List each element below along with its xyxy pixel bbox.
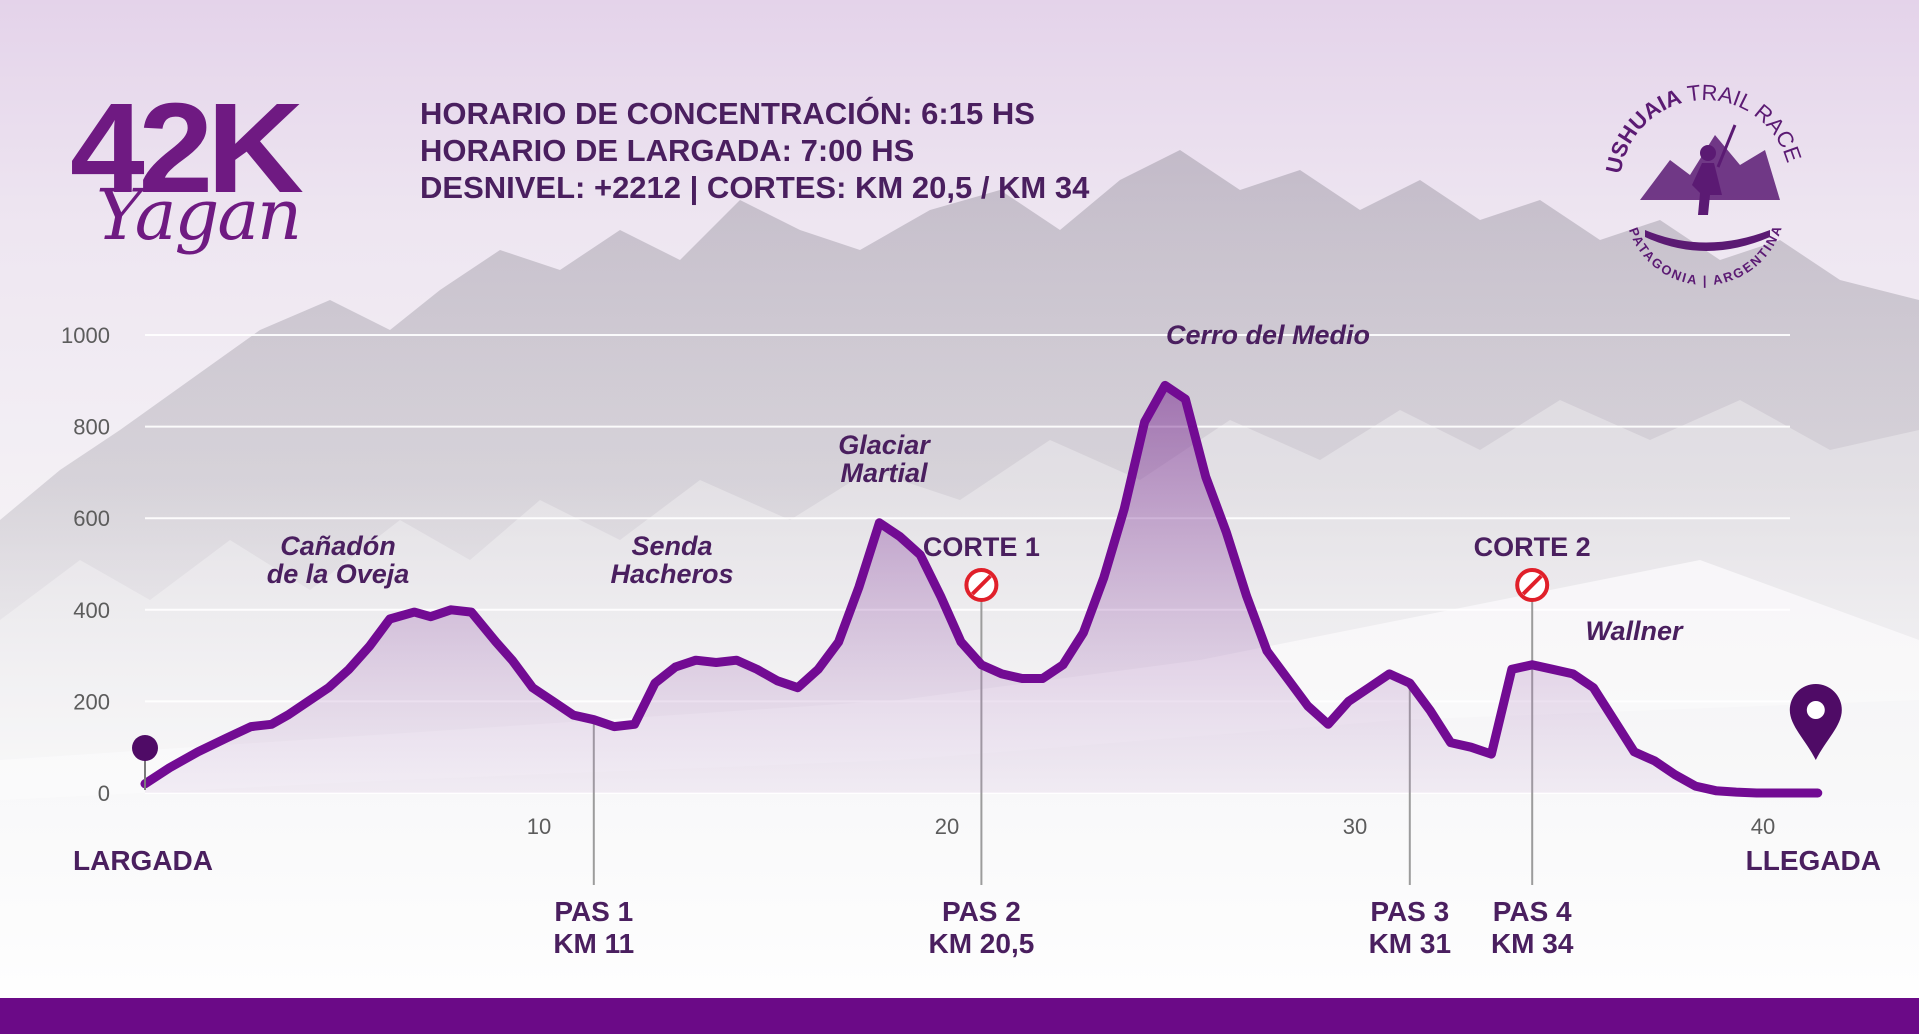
elevation-line [140,380,1823,798]
pass-km-label-2: KM 20,5 [928,928,1034,959]
finish-label: LLEGADA [1746,845,1881,876]
start-label: LARGADA [73,845,213,876]
peak-label-cerro-del-medio: Cerro del Medio [1166,320,1370,350]
pass-label-1: PAS 1 [554,896,633,927]
start-pin-icon [132,735,158,761]
race-info: HORARIO DE CONCENTRACIÓN: 6:15 HS HORARI… [420,95,1089,206]
brand-title: 42K Yagan [70,85,350,265]
x-tick-10: 10 [527,814,551,839]
cut-label-2: CORTE 2 [1474,532,1591,562]
y-tick-400: 400 [73,598,110,623]
x-tick-20: 20 [935,814,959,839]
race-subtitle: Yagan [96,174,302,256]
x-tick-30: 30 [1343,814,1367,839]
distance-title: 42K [70,77,304,220]
y-tick-1000: 1000 [61,323,110,348]
info-start-time: HORARIO DE LARGADA: 7:00 HS [420,133,915,168]
x-axis-ticks: 10 20 30 40 [527,814,1775,839]
no-entry-slash-2 [1521,574,1543,596]
y-tick-200: 200 [73,689,110,714]
info-elevation-cuts: DESNIVEL: +2212 | CORTES: KM 20,5 / KM 3… [420,170,1090,205]
markers: PAS 1KM 11 PAS 2KM 20,5 PAS 3KM 31 PAS 4KM … [132,532,1842,959]
pass-label-3: PAS 3 [1370,896,1449,927]
pass-km-label-1: KM 11 [553,928,634,959]
info-concentration: HORARIO DE CONCENTRACIÓN: 6:15 HS [420,96,1035,131]
y-tick-600: 600 [73,506,110,531]
ushuaia-trail-race-logo: USHUAIA TRAIL RACE PATAGONIA | ARGENTINA [1601,80,1807,288]
pass-km-label-4: KM 34 [1491,928,1574,959]
peak-label-wallner: Wallner [1585,616,1684,646]
pass-km-label-3: KM 31 [1369,928,1451,959]
pass-label-4: PAS 4 [1493,896,1572,927]
y-tick-0: 0 [98,781,110,806]
y-tick-800: 800 [73,415,110,440]
pass-label-2: PAS 2 [942,896,1021,927]
peak-label-senda-hacheros: Senda Hacheros [610,531,733,589]
finish-pin-icon [1789,684,1842,760]
no-entry-slash-1 [970,574,992,596]
footer-bar [0,998,1919,1034]
finish-pin-dot [1806,701,1825,719]
elevation-area [145,385,1818,793]
peak-label-canadon-de-la-oveja: Cañadón de la Oveja [267,531,410,589]
peak-label-glaciar-martial: Glaciar Martial [838,430,931,488]
y-axis-ticks: 0 200 400 600 800 1000 [61,323,110,806]
cut-label-1: CORTE 1 [923,532,1040,562]
x-tick-40: 40 [1751,814,1775,839]
